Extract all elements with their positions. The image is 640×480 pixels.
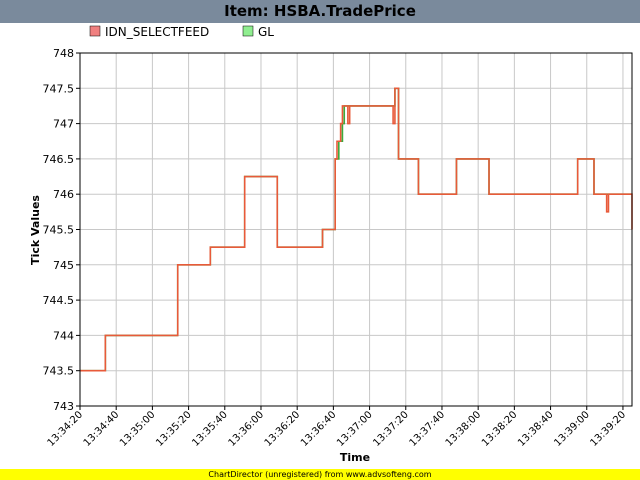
x-tick-label: 13:39:20 bbox=[589, 409, 629, 449]
y-tick-label: 748 bbox=[53, 47, 74, 60]
legend-swatch-gl bbox=[242, 25, 254, 37]
x-tick-label: 13:36:40 bbox=[299, 409, 339, 449]
x-tick-label: 13:34:20 bbox=[46, 409, 86, 449]
x-tick-label: 13:38:20 bbox=[480, 409, 520, 449]
x-tick-label: 13:36:00 bbox=[227, 409, 267, 449]
footer-notice: ChartDirector (unregistered) from www.ad… bbox=[0, 469, 640, 480]
series-lines bbox=[80, 87, 633, 372]
y-tick-label: 744.5 bbox=[43, 294, 75, 307]
y-tick-label: 745 bbox=[53, 259, 74, 272]
x-tick-label: 13:37:20 bbox=[371, 409, 411, 449]
chart-title: Item: HSBA.TradePrice bbox=[0, 0, 640, 23]
plot-border bbox=[79, 52, 633, 407]
x-tick-label: 13:35:40 bbox=[190, 409, 230, 449]
y-tick-label: 747 bbox=[53, 118, 74, 131]
series-line-idn-selectfeed bbox=[80, 87, 633, 372]
y-tick-label: 743 bbox=[53, 400, 74, 413]
legend-swatch-idn bbox=[89, 25, 101, 37]
y-tick-label: 746.5 bbox=[43, 153, 75, 166]
y-axis-ticks: 743 743.5 744 744.5 745 745.5 746 746.5 747 747.5… bbox=[43, 47, 80, 413]
legend-label-idn: IDN_SELECTFEED bbox=[105, 25, 209, 39]
x-tick-label: 13:37:00 bbox=[335, 409, 375, 449]
x-tick-label: 13:35:20 bbox=[154, 409, 194, 449]
x-tick-label: 13:35:00 bbox=[118, 409, 158, 449]
legend-label-gl: GL bbox=[258, 25, 274, 39]
x-tick-label: 13:36:20 bbox=[263, 409, 303, 449]
x-axis-ticks: 13:34:2013:34:4013:35:0013:35:2013:35:40… bbox=[46, 406, 628, 449]
x-tick-label: 13:34:40 bbox=[82, 409, 122, 449]
y-tick-label: 743.5 bbox=[43, 365, 75, 378]
x-axis-label: Time bbox=[340, 451, 370, 464]
legend: IDN_SELECTFEED GL bbox=[89, 25, 274, 39]
y-tick-label: 746 bbox=[53, 188, 74, 201]
x-tick-label: 13:37:40 bbox=[408, 409, 448, 449]
x-tick-label: 13:39:00 bbox=[552, 409, 592, 449]
x-tick-label: 13:38:40 bbox=[516, 409, 556, 449]
y-tick-label: 747.5 bbox=[43, 82, 75, 95]
x-tick-label: 13:38:00 bbox=[444, 409, 484, 449]
y-tick-label: 744 bbox=[53, 329, 74, 342]
y-tick-label: 745.5 bbox=[43, 224, 75, 237]
y-axis-label: Tick Values bbox=[29, 195, 42, 265]
